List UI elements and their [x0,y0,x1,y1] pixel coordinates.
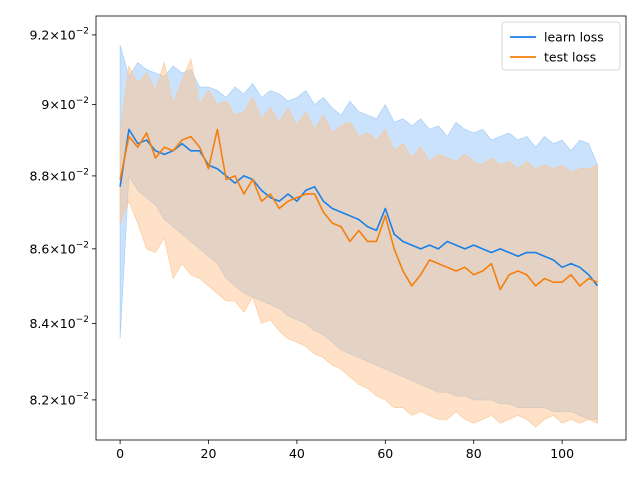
legend-label: learn loss [544,30,604,45]
x-tick-label: 0 [116,446,124,461]
x-tick-label: 40 [289,446,305,461]
x-tick-label: 80 [466,446,482,461]
learn-loss-line [119,128,599,287]
y-tick-label: 8.2×10−2 [29,391,89,407]
y-axis-ticks: 8.2×10−2 8.4×10−2 8.6×10−2 8.8×10−2 9×10−2 9.… [29,26,96,407]
legend-label: test loss [544,50,596,65]
x-tick-label: 60 [377,446,393,461]
x-tick-label: 20 [201,446,217,461]
test-loss-line [119,128,598,291]
y-tick-label: 8.8×10−2 [29,167,89,183]
y-tick-label: 9.2×10−2 [29,26,89,42]
y-tick-label: 8.4×10−2 [29,315,89,331]
y-tick-label: 8.6×10−2 [29,240,89,256]
test-loss-band [119,58,598,428]
x-tick-label: 100 [550,446,574,461]
series-lines [119,128,599,291]
legend-box [501,21,621,71]
plot-area-frame [95,15,627,441]
y-tick-label: 9×10−2 [41,96,89,112]
legend: learn loss test loss [501,21,621,71]
confidence-bands [119,45,598,428]
x-axis-ticks: 0 20 40 60 80 100 [116,440,574,461]
